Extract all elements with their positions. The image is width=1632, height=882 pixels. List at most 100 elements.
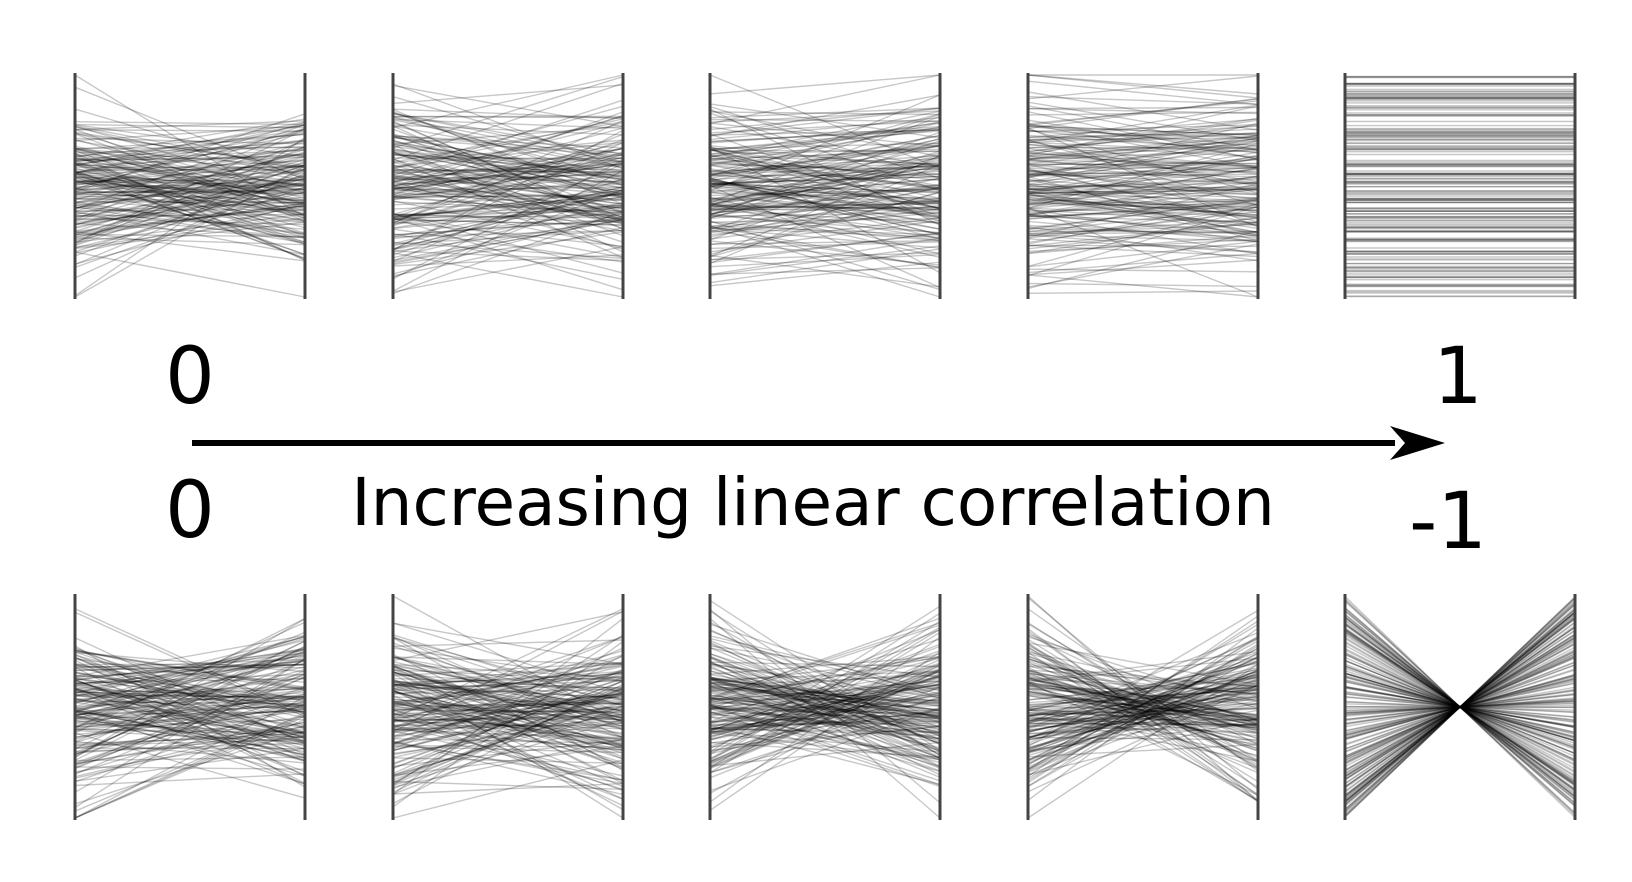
data-line (74, 179, 306, 203)
data-line (1027, 661, 1259, 711)
data-line (392, 704, 624, 748)
data-line (74, 691, 306, 700)
data-line (709, 720, 941, 726)
data-line (1027, 636, 1259, 745)
data-line (74, 124, 306, 163)
data-line (74, 201, 306, 213)
data-line (74, 191, 306, 226)
data-line (392, 200, 624, 248)
data-line (709, 706, 941, 774)
data-line (1027, 622, 1259, 770)
data-line (392, 170, 624, 190)
data-line (74, 650, 306, 710)
data-line (1027, 679, 1259, 733)
data-line (74, 184, 306, 218)
data-line (392, 698, 624, 722)
data-line (74, 679, 306, 750)
data-line (74, 640, 306, 750)
data-line (392, 228, 624, 263)
data-line (74, 728, 306, 749)
data-line (392, 656, 624, 716)
data-line (74, 176, 306, 185)
data-line (1027, 156, 1259, 187)
data-line (392, 175, 624, 225)
data-line (1027, 676, 1259, 733)
data-line (392, 218, 624, 265)
data-line (709, 661, 941, 759)
data-line (709, 142, 941, 150)
data-line (709, 185, 941, 201)
data-line (709, 628, 941, 769)
data-line (709, 645, 941, 733)
data-line (392, 679, 624, 712)
data-line (74, 659, 306, 777)
data-line (709, 741, 941, 758)
data-line (709, 191, 941, 230)
data-line (392, 152, 624, 195)
data-line (392, 703, 624, 707)
data-line (1027, 231, 1259, 235)
data-line (709, 650, 941, 732)
data-line (392, 637, 624, 713)
data-line (74, 689, 306, 713)
data-line (392, 655, 624, 737)
data-line (1027, 718, 1259, 721)
data-line (709, 641, 941, 759)
data-line (709, 128, 941, 142)
data-line (709, 643, 941, 730)
data-line (1344, 622, 1576, 792)
data-line (1027, 171, 1259, 178)
data-line (1027, 665, 1259, 728)
data-line (392, 718, 624, 786)
data-line (1027, 105, 1259, 157)
data-line (392, 689, 624, 744)
data-line (74, 649, 306, 681)
data-line (1027, 196, 1259, 218)
data-line (1344, 655, 1576, 759)
data-line (1027, 681, 1259, 761)
data-line (709, 662, 941, 755)
data-line (1027, 597, 1259, 791)
data-line (74, 635, 306, 713)
data-line (1027, 662, 1259, 709)
data-line (709, 248, 941, 284)
data-line (709, 656, 941, 743)
data-line (1344, 616, 1576, 798)
bottom-start-label: 0 (165, 466, 215, 556)
data-line (709, 663, 941, 749)
data-line (1027, 101, 1259, 142)
data-line (1344, 608, 1576, 806)
data-line (74, 695, 306, 739)
data-line (709, 696, 941, 774)
data-line (709, 201, 941, 210)
data-line (74, 173, 306, 191)
data-line (709, 704, 941, 773)
data-line (709, 182, 941, 194)
data-line (392, 729, 624, 740)
data-line (1027, 615, 1259, 777)
data-line (392, 690, 624, 788)
data-line (709, 681, 941, 705)
data-line (392, 210, 624, 295)
data-line (709, 683, 941, 701)
data-line (392, 218, 624, 226)
data-line (1027, 234, 1259, 242)
data-line (74, 201, 306, 238)
data-line (74, 653, 306, 712)
data-line (392, 745, 624, 777)
data-line (392, 683, 624, 794)
data-line (1344, 651, 1576, 763)
data-line (392, 144, 624, 172)
data-line (74, 715, 306, 750)
data-line (74, 722, 306, 734)
data-line (74, 699, 306, 737)
data-line (709, 687, 941, 705)
data-line (1344, 617, 1576, 797)
data-line (74, 735, 306, 773)
data-line (1027, 140, 1259, 185)
data-line (392, 680, 624, 766)
data-line (709, 170, 941, 193)
data-line (74, 196, 306, 224)
data-line (392, 694, 624, 712)
data-line (74, 663, 306, 685)
